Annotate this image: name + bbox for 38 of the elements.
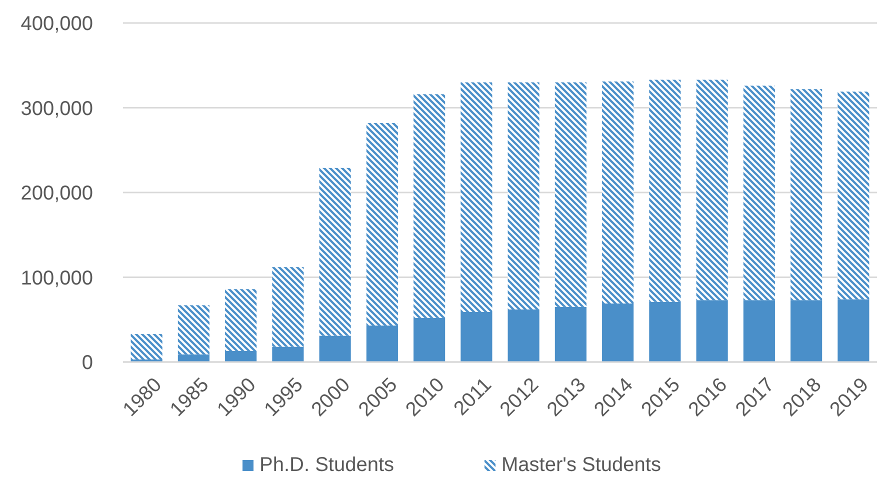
bar xyxy=(554,306,586,362)
y-tick-label: 0 xyxy=(82,352,93,374)
bar xyxy=(696,300,728,362)
bar xyxy=(272,267,304,347)
y-tick-label: 400,000 xyxy=(20,13,93,35)
bar xyxy=(460,312,492,362)
bar xyxy=(272,346,304,362)
bar xyxy=(178,354,210,362)
bar xyxy=(602,81,634,304)
bar xyxy=(790,89,822,300)
bar xyxy=(743,300,775,362)
bar xyxy=(743,86,775,300)
bar xyxy=(838,92,870,300)
bar xyxy=(130,334,162,360)
bar xyxy=(178,305,210,354)
bar xyxy=(649,302,681,362)
bar xyxy=(460,82,492,312)
bar xyxy=(602,304,634,362)
bar xyxy=(225,289,257,351)
y-tick-label: 200,000 xyxy=(20,182,93,204)
legend-label: Master's Students xyxy=(502,454,661,476)
bar xyxy=(508,82,540,310)
bar xyxy=(414,94,446,318)
y-tick-label: 100,000 xyxy=(20,267,93,290)
bar xyxy=(319,336,351,362)
bar xyxy=(414,318,446,362)
bar xyxy=(790,300,822,362)
bar xyxy=(366,123,398,326)
bar xyxy=(649,80,681,302)
bar xyxy=(508,309,540,362)
y-tick-label: 300,000 xyxy=(20,98,93,120)
bar xyxy=(225,350,257,362)
bar xyxy=(319,168,351,336)
bar xyxy=(696,80,728,300)
bar xyxy=(366,326,398,362)
bar xyxy=(838,299,870,362)
legend-label: Ph.D. Students xyxy=(260,454,394,476)
bar xyxy=(554,82,586,307)
